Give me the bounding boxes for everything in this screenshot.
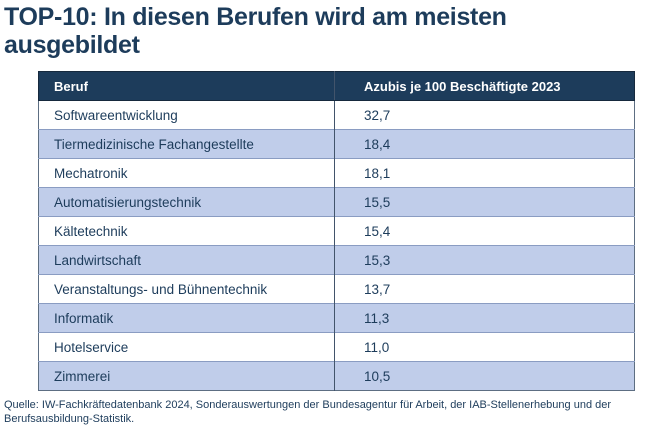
table-row: Kältetechnik 15,4	[38, 216, 635, 246]
table-row: Zimmerei 10,5	[38, 361, 635, 391]
value-cell: 15,5	[334, 187, 635, 217]
source-line-1: Quelle: IW-Fachkräftedatenbank 2024, Son…	[4, 399, 612, 411]
beruf-cell: Landwirtschaft	[38, 245, 335, 275]
beruf-cell: Kältetechnik	[38, 216, 335, 246]
value-cell: 15,4	[334, 216, 635, 246]
table-row: Mechatronik 18,1	[38, 158, 635, 188]
table-row: Tiermedizinische Fachangestellte 18,4	[38, 129, 635, 159]
table-row: Landwirtschaft 15,3	[38, 245, 635, 275]
beruf-cell: Automatisierungstechnik	[38, 187, 335, 217]
value-cell: 15,3	[334, 245, 635, 275]
source-note: Quelle: IW-Fachkräftedatenbank 2024, Son…	[4, 399, 668, 426]
value-cell: 18,4	[334, 129, 635, 159]
value-cell: 10,5	[334, 361, 635, 391]
value-cell: 18,1	[334, 158, 635, 188]
table-row: Veranstaltungs- und Bühnentechnik 13,7	[38, 274, 635, 304]
table-row: Informatik 11,3	[38, 303, 635, 333]
page-title: TOP-10: In diesen Berufen wird am meiste…	[4, 3, 507, 59]
beruf-cell: Zimmerei	[38, 361, 335, 391]
column-header-beruf: Beruf	[38, 71, 335, 101]
value-cell: 11,3	[334, 303, 635, 333]
table-header-row: Beruf Azubis je 100 Beschäftigte 2023	[38, 71, 635, 101]
beruf-cell: Mechatronik	[38, 158, 335, 188]
value-cell: 32,7	[334, 100, 635, 130]
value-cell: 13,7	[334, 274, 635, 304]
beruf-cell: Softwareentwicklung	[38, 100, 335, 130]
beruf-cell: Veranstaltungs- und Bühnentechnik	[38, 274, 335, 304]
beruf-cell: Tiermedizinische Fachangestellte	[38, 129, 335, 159]
value-cell: 11,0	[334, 332, 635, 362]
top10-table: Beruf Azubis je 100 Beschäftigte 2023 So…	[38, 71, 635, 391]
source-line-2: Berufsausbildung-Statistik.	[4, 412, 135, 425]
table-row: Hotelservice 11,0	[38, 332, 635, 362]
table-row: Automatisierungstechnik 15,5	[38, 187, 635, 217]
table-row: Softwareentwicklung 32,7	[38, 100, 635, 130]
beruf-cell: Informatik	[38, 303, 335, 333]
beruf-cell: Hotelservice	[38, 332, 335, 362]
column-header-azubis: Azubis je 100 Beschäftigte 2023	[334, 71, 635, 101]
